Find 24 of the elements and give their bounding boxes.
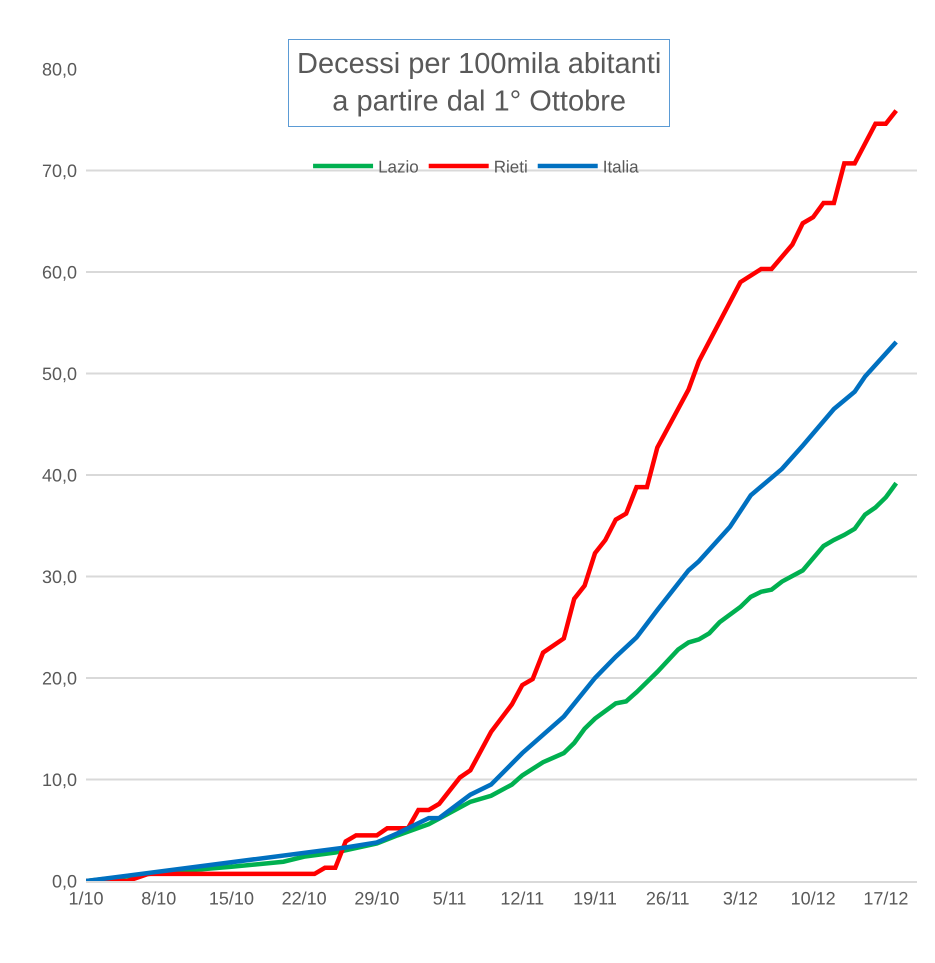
y-tick-label: 50,0 [42, 364, 77, 384]
y-tick-label: 20,0 [42, 668, 77, 688]
y-tick-label: 40,0 [42, 465, 77, 486]
x-tick-label: 19/11 [573, 888, 617, 908]
y-tick-label: 30,0 [42, 566, 77, 587]
y-tick-label: 60,0 [42, 262, 77, 282]
y-tick-label: 80,0 [42, 59, 77, 80]
legend-label: Lazio [378, 158, 419, 177]
x-tick-label: 22/10 [282, 888, 327, 908]
legend-label: Rieti [494, 158, 528, 177]
x-tick-label: 5/11 [432, 888, 466, 908]
x-tick-label: 12/11 [500, 888, 544, 908]
legend-label: Italia [602, 158, 640, 177]
y-tick-label: 70,0 [42, 160, 77, 181]
x-tick-label: 26/11 [646, 888, 690, 908]
x-tick-label: 10/12 [790, 888, 836, 908]
x-tick-label: 8/10 [141, 888, 176, 908]
x-tick-label: 17/12 [863, 888, 908, 908]
x-tick-label: 29/10 [354, 888, 400, 908]
x-tick-label: 3/12 [722, 888, 758, 908]
line-series [86, 340, 898, 881]
chart-title: Decessi per 100mila abitanti a partire dal 1° Ottobre [297, 48, 662, 118]
x-tick-label: 15/10 [208, 888, 254, 908]
y-tick-label: 10,0 [42, 770, 77, 790]
